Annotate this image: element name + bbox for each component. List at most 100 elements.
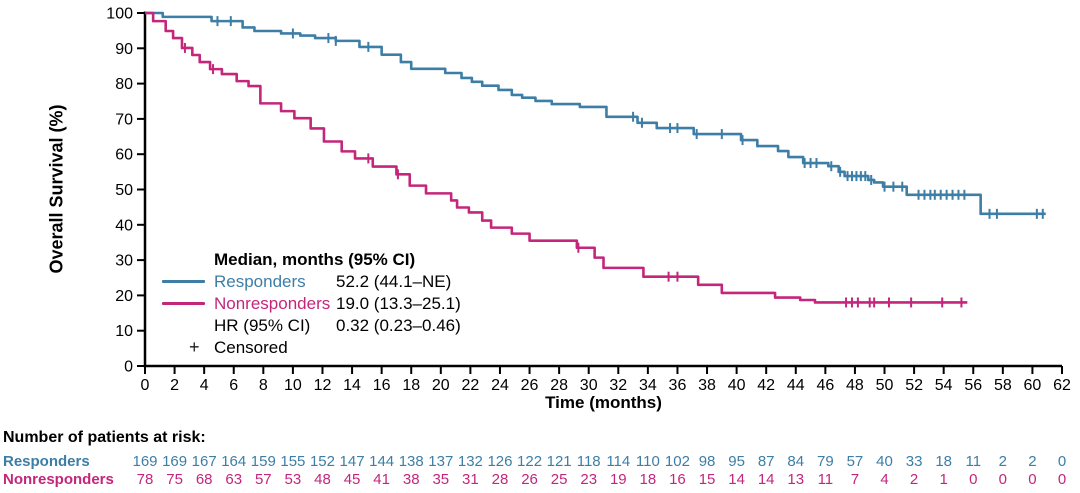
risk-count: 19 [610,471,627,488]
risk-count: 18 [640,471,657,488]
risk-count: 0 [969,471,977,488]
risk-count: 18 [935,453,952,470]
x-tick-label: 30 [580,377,598,394]
x-tick-label: 28 [550,377,568,394]
x-tick-label: 48 [846,377,864,394]
x-tick-label: 16 [373,377,391,394]
risk-count: 79 [817,453,834,470]
x-tick-label: 2 [170,377,179,394]
x-tick-label: 54 [935,377,953,394]
x-tick-label: 20 [432,377,450,394]
risk-count: 137 [428,453,453,470]
risk-count: 169 [132,453,157,470]
risk-row-label-responders: Responders [3,453,90,470]
risk-count: 31 [462,471,479,488]
x-tick-label: 46 [816,377,834,394]
risk-count: 95 [728,453,745,470]
risk-count: 13 [787,471,804,488]
risk-count: 38 [403,471,420,488]
risk-count: 2 [1028,453,1036,470]
x-tick-label: 24 [491,377,509,394]
risk-count: 14 [758,471,775,488]
risk-count: 57 [255,471,272,488]
risk-count: 41 [373,471,390,488]
x-tick-label: 60 [1024,377,1042,394]
y-tick-label: 50 [115,182,133,199]
y-tick-label: 90 [115,41,133,58]
y-tick-label: 80 [115,76,133,93]
y-tick-label: 60 [115,147,133,164]
x-tick-label: 18 [402,377,420,394]
risk-count: 144 [369,453,394,470]
risk-count: 63 [225,471,242,488]
x-tick-label: 58 [994,377,1012,394]
x-tick-label: 4 [200,377,209,394]
x-tick-label: 34 [639,377,657,394]
risk-count: 110 [636,453,660,470]
risk-count: 78 [137,471,154,488]
risk-count: 118 [577,453,601,470]
risk-count: 40 [876,453,893,470]
survival-curve-responders [145,11,1046,216]
x-tick-label: 22 [461,377,479,394]
risk-count: 14 [728,471,745,488]
x-tick-label: 40 [728,377,746,394]
risk-count: 0 [1058,471,1066,488]
y-tick-label: 40 [115,217,133,234]
y-tick-label: 100 [106,6,133,23]
risk-count: 167 [192,453,217,470]
y-tick-label: 30 [115,253,133,270]
x-tick-label: 52 [905,377,923,394]
risk-count: 159 [251,453,276,470]
risk-count: 75 [166,471,183,488]
risk-count: 15 [699,471,716,488]
risk-count: 25 [551,471,568,488]
risk-count: 11 [965,453,981,470]
y-tick-label: 10 [115,323,133,340]
risk-count: 16 [669,471,686,488]
x-tick-label: 50 [876,377,894,394]
x-tick-label: 8 [259,377,268,394]
x-axis-title: Time (months) [545,393,662,412]
x-tick-label: 14 [343,377,361,394]
risk-count: 132 [458,453,483,470]
risk-count: 138 [399,453,424,470]
x-tick-label: 0 [141,377,150,394]
risk-count: 0 [999,471,1007,488]
risk-count: 84 [787,453,804,470]
risk-count: 2 [910,471,918,488]
x-tick-label: 12 [314,377,332,394]
risk-count: 7 [851,471,859,488]
risk-count: 4 [880,471,888,488]
risk-count: 0 [1028,471,1036,488]
risk-count: 35 [432,471,449,488]
y-tick-label: 70 [115,111,133,128]
risk-count: 23 [580,471,597,488]
risk-count: 68 [196,471,213,488]
risk-count: 155 [280,453,305,470]
x-tick-label: 32 [609,377,627,394]
y-axis-title: Overall Survival (%) [46,104,67,274]
risk-count: 147 [340,453,365,470]
x-tick-label: 44 [787,377,805,394]
survival-curve-nonresponders [145,11,968,304]
risk-count: 0 [1058,453,1066,470]
risk-table-title: Number of patients at risk: [3,429,206,446]
x-tick-label: 26 [521,377,539,394]
risk-count: 33 [906,453,923,470]
x-tick-label: 62 [1053,377,1071,394]
x-tick-label: 56 [964,377,982,394]
risk-count: 11 [818,471,834,488]
risk-row-label-nonresponders: Nonresponders [3,471,114,488]
risk-count: 2 [999,453,1007,470]
risk-count: 122 [517,453,542,470]
x-tick-label: 6 [229,377,238,394]
risk-count: 164 [221,453,246,470]
x-tick-label: 38 [698,377,716,394]
risk-count: 87 [758,453,775,470]
risk-count: 169 [162,453,187,470]
risk-count: 121 [547,453,572,470]
x-tick-label: 10 [284,377,302,394]
